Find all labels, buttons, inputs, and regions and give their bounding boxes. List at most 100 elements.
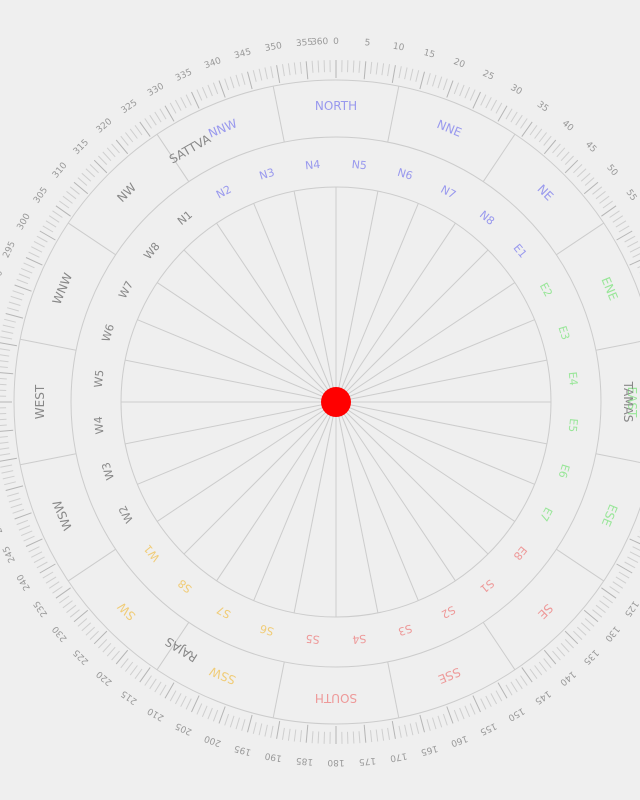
- degree-tick: [615, 220, 627, 228]
- degree-tick: [196, 89, 203, 101]
- degree-tick: [485, 695, 492, 707]
- degree-tick: [102, 642, 112, 653]
- degree-tick: [14, 512, 32, 520]
- degree-tick: [629, 246, 640, 253]
- degree-tick: [515, 114, 523, 126]
- degree-tick: [21, 530, 33, 537]
- degree-tick: [0, 424, 7, 427]
- degree-tick: [432, 717, 437, 730]
- degree-label: 170: [389, 750, 408, 763]
- degree-tick: [12, 290, 25, 296]
- degree-tick: [154, 681, 162, 693]
- degree-tick: [2, 324, 15, 329]
- degree-tick: [98, 155, 108, 165]
- degree-tick: [106, 646, 116, 657]
- degree-tick: [77, 177, 88, 186]
- degree-tick: [0, 360, 9, 363]
- degree-tick: [453, 82, 460, 95]
- degree-tick: [370, 730, 373, 743]
- degree-tick: [583, 609, 599, 623]
- degree-tick: [485, 97, 492, 109]
- degree-tick: [7, 492, 19, 497]
- degree-tick: [592, 609, 603, 618]
- degree-label: 0: [333, 37, 339, 47]
- direction-label-ese: ESE: [599, 502, 621, 528]
- degree-label: 250: [0, 515, 5, 535]
- degree-label: 335: [174, 68, 194, 84]
- degree-tick: [505, 108, 513, 120]
- pada-label-n3: N3: [258, 166, 276, 183]
- pada-radial-line: [156, 401, 337, 522]
- pada-radial-line: [183, 249, 337, 403]
- degree-tick: [33, 556, 45, 564]
- degree-tick: [1, 330, 14, 334]
- direction-divider: [20, 453, 77, 466]
- degree-tick: [12, 508, 25, 514]
- direction-label-wsw: WSW: [50, 498, 75, 532]
- degree-tick: [437, 76, 443, 89]
- degree-tick: [276, 721, 281, 739]
- degree-tick: [612, 215, 624, 223]
- degree-label: 125: [622, 599, 640, 619]
- degree-tick: [495, 690, 503, 702]
- pada-radial-line: [335, 401, 535, 485]
- degree-tick: [616, 563, 633, 574]
- degree-tick: [595, 604, 606, 613]
- degree-tick: [125, 661, 134, 672]
- pada-label-s4: S4: [352, 632, 367, 646]
- degree-tick: [618, 225, 630, 233]
- pada-label-n1: N1: [175, 208, 195, 228]
- degree-label: 160: [449, 733, 469, 748]
- pada-radial-line: [183, 401, 337, 555]
- degree-tick: [543, 658, 552, 669]
- degree-tick: [252, 70, 257, 82]
- degree-tick: [174, 693, 182, 705]
- degree-label: 45: [583, 140, 598, 155]
- degree-tick: [381, 63, 385, 76]
- degree-tick: [602, 200, 613, 209]
- degree-tick: [8, 498, 21, 503]
- degree-tick: [59, 200, 70, 209]
- degree-tick: [106, 147, 116, 158]
- degree-label: 15: [422, 48, 436, 61]
- degree-tick: [419, 714, 425, 733]
- pada-radial-line: [335, 319, 535, 403]
- degree-tick: [459, 84, 465, 97]
- degree-tick: [282, 727, 285, 740]
- degree-tick: [129, 665, 138, 676]
- degree-tick: [18, 525, 31, 531]
- degree-tick: [81, 172, 92, 182]
- degree-tick: [612, 581, 624, 589]
- degree-label: 305: [32, 186, 50, 206]
- pada-label-w5: W5: [92, 369, 107, 388]
- pada-radial-line: [335, 191, 379, 403]
- degree-tick: [73, 181, 89, 195]
- degree-tick: [497, 682, 508, 699]
- degree-tick: [529, 125, 538, 136]
- degree-label: 300: [16, 212, 33, 232]
- guna-label-tamas: TAMAS: [621, 381, 635, 423]
- degree-tick: [520, 675, 528, 686]
- center-marker[interactable]: [321, 387, 351, 417]
- degree-tick: [409, 68, 414, 81]
- degree-tick: [601, 587, 617, 599]
- direction-label-nw: NW: [114, 180, 139, 205]
- degree-tick: [391, 65, 396, 83]
- degree-tick: [89, 630, 99, 640]
- degree-tick: [85, 626, 96, 636]
- degree-label: 355: [296, 38, 314, 49]
- degree-tick: [538, 132, 547, 143]
- degree-tick: [1, 470, 14, 474]
- degree-label: 205: [174, 720, 194, 736]
- degree-label: 240: [15, 572, 32, 592]
- degree-tick: [134, 668, 143, 679]
- pada-radial-line: [137, 401, 337, 485]
- degree-tick: [627, 240, 639, 248]
- degree-label: 195: [233, 743, 252, 757]
- pada-label-e6: E6: [556, 463, 572, 480]
- pada-label-e2: E2: [537, 281, 555, 299]
- degree-tick: [21, 267, 33, 274]
- degree-tick: [270, 66, 274, 79]
- degree-tick: [4, 318, 16, 323]
- pada-radial-line: [216, 222, 337, 403]
